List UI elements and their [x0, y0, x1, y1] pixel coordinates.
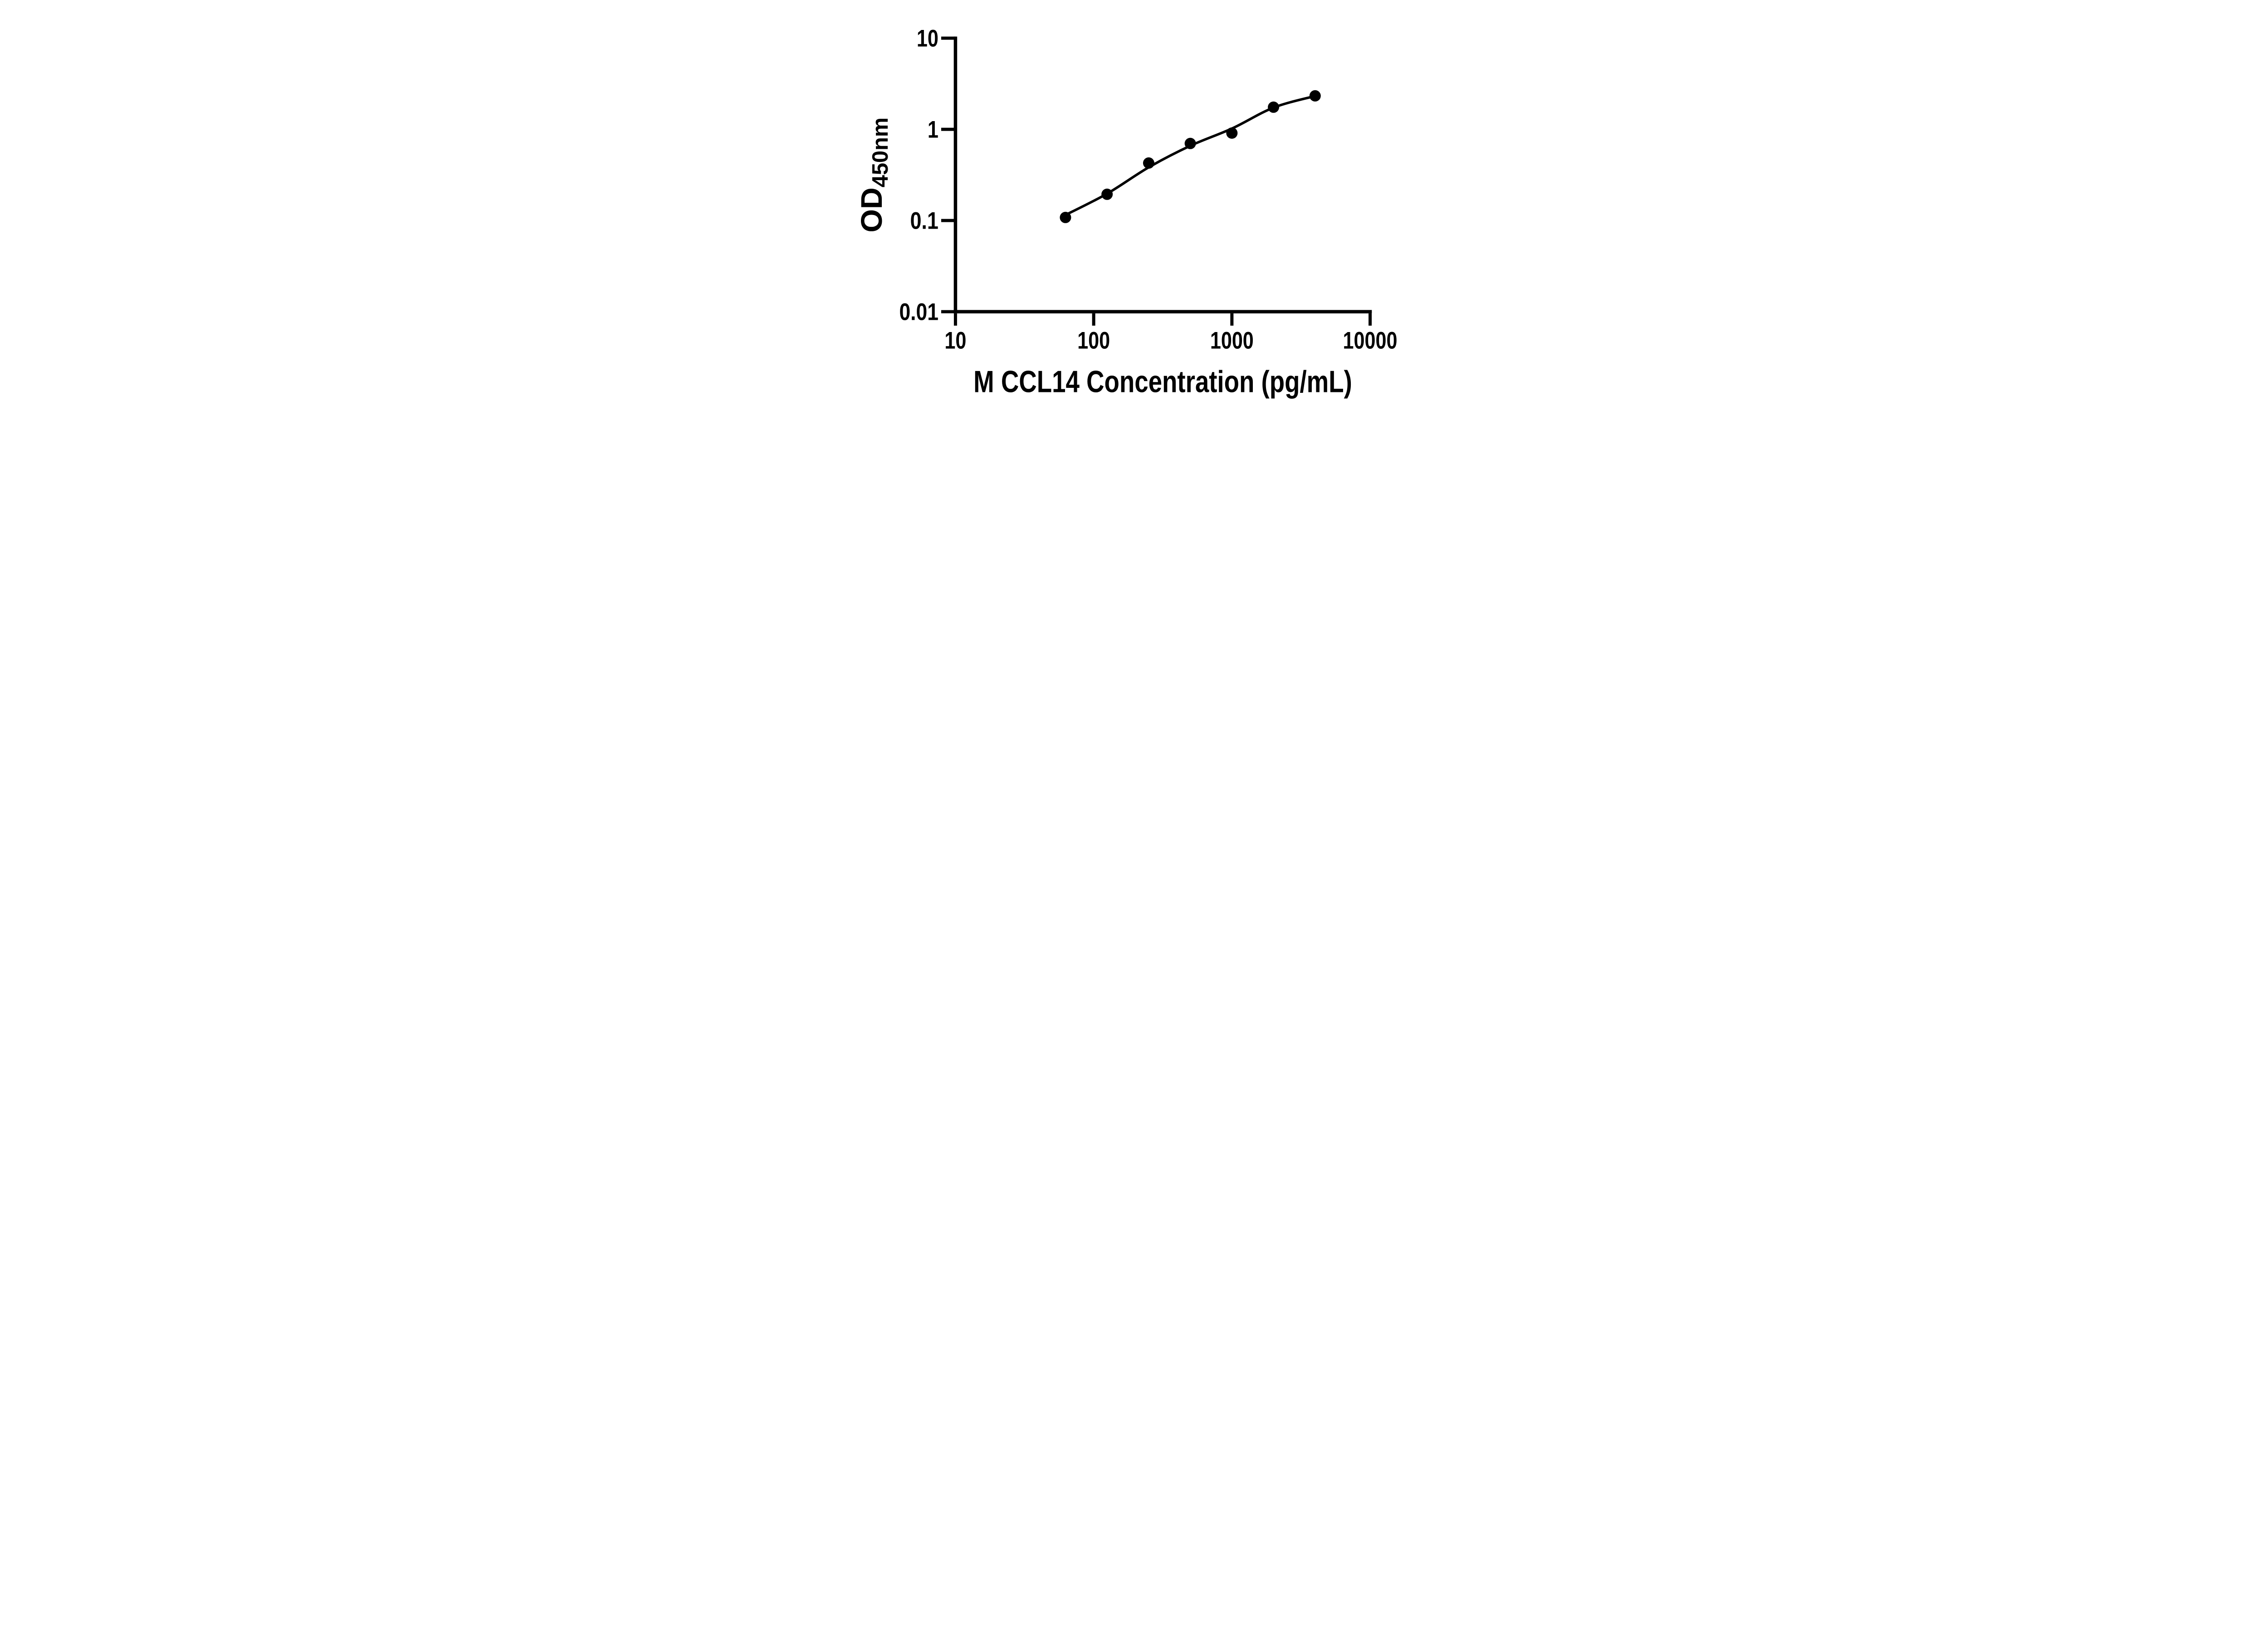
- data-point-x500: [1184, 137, 1196, 149]
- y-axis-title: OD450nm: [855, 117, 893, 233]
- x-tick-label-1000: 1000: [1210, 327, 1253, 354]
- y-tick-label-0.1: 0.1: [910, 208, 938, 235]
- y-tick-label-1: 1: [927, 117, 938, 143]
- data-point-x125: [1101, 188, 1113, 200]
- x-tick-label-10000: 10000: [1343, 327, 1397, 354]
- elisa-standard-curve-figure: 10 1 0.1 0.01 10 100 1000 10000 M CCL14 Concentr…: [842, 0, 1426, 408]
- data-point-x250: [1143, 157, 1154, 169]
- data-point-x1000: [1226, 127, 1237, 139]
- y-tick-label-0.01: 0.01: [899, 299, 938, 326]
- data-point-x2000: [1267, 101, 1279, 113]
- x-axis-title: M CCL14 Concentration (pg/mL): [973, 365, 1352, 399]
- x-tick-label-100: 100: [1077, 327, 1110, 354]
- y-tick-label-10: 10: [916, 25, 938, 52]
- data-point-x4000: [1309, 90, 1321, 102]
- y-axis-title-subscript: 450nm: [868, 117, 893, 187]
- data-point-x62.5: [1059, 211, 1071, 223]
- y-axis-title-main: OD: [855, 187, 889, 232]
- x-tick-label-10: 10: [944, 327, 966, 354]
